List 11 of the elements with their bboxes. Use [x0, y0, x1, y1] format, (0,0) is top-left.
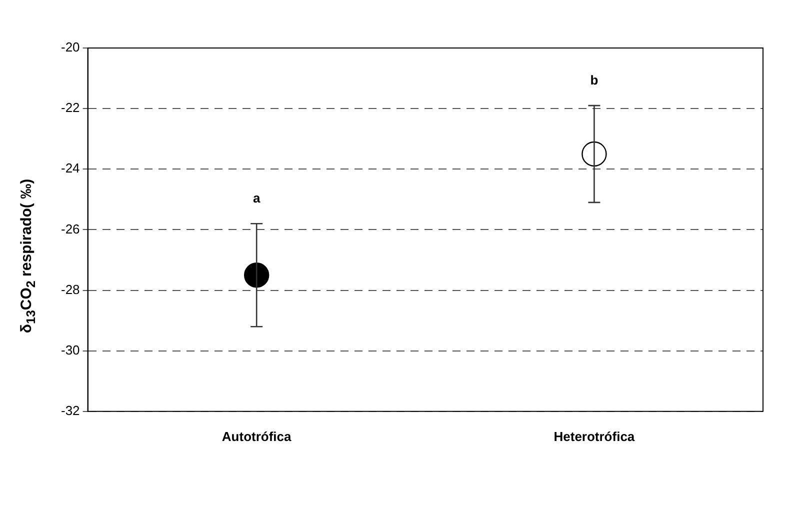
y-tick-label: -26 [60, 221, 80, 236]
y-tick-label: -24 [60, 160, 80, 176]
annotation: b [590, 72, 598, 88]
y-tick-label: -28 [60, 282, 80, 297]
y-tick-label: -20 [60, 40, 80, 55]
annotation: a [252, 190, 261, 206]
x-tick-label: Autotrófica [222, 428, 292, 444]
y-tick-label: -32 [60, 402, 80, 418]
y-tick-label: -22 [60, 100, 80, 116]
x-tick-label: Heterotrófica [554, 428, 636, 444]
y-tick-label: -30 [60, 342, 80, 358]
